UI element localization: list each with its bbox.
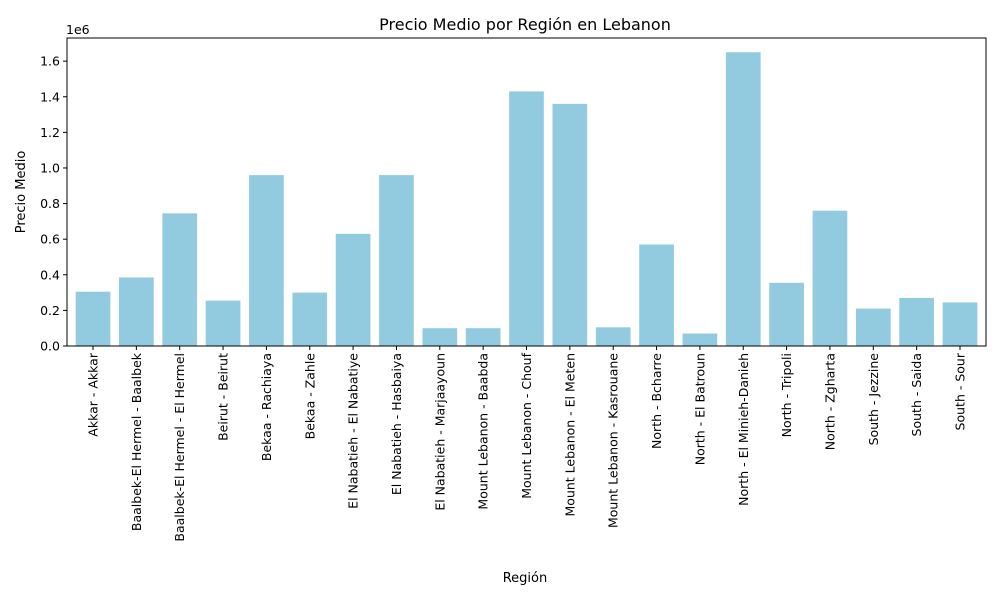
x-tick-label: Beirut - Beirut bbox=[216, 353, 231, 441]
x-tick-label: Mount Lebanon - El Meten bbox=[562, 353, 577, 516]
plot-frame bbox=[66, 37, 987, 347]
bar bbox=[899, 297, 934, 346]
x-tick-label: Mount Lebanon - Baabda bbox=[476, 353, 491, 510]
y-tick-label: 0.0 bbox=[40, 339, 60, 354]
y-tick-label: 1.6 bbox=[40, 54, 60, 69]
x-tick-label: South - Saida bbox=[909, 353, 924, 436]
x-tick-label: Baalbek-El Hermel - Baalbek bbox=[129, 352, 144, 531]
x-tick-label: Mount Lebanon - Kasrouane bbox=[606, 353, 621, 528]
bar bbox=[422, 328, 458, 346]
x-tick-label: El Nabatieh - Marjaayoun bbox=[432, 353, 447, 511]
x-ticks-group: Akkar - Akkar Baalbek-El Hermel - Baalbek… bbox=[86, 346, 967, 542]
bar bbox=[465, 328, 501, 346]
bar bbox=[769, 282, 804, 346]
bar bbox=[249, 175, 284, 346]
y-tick-label: 0.8 bbox=[40, 196, 60, 211]
y-scale-label: 1e6 bbox=[66, 22, 90, 37]
x-tick-label: South - Jezzine bbox=[866, 353, 881, 446]
x-tick-label: Mount Lebanon - Chouf bbox=[519, 352, 534, 498]
bar bbox=[595, 327, 631, 346]
x-tick-label: North - Bcharre bbox=[649, 353, 664, 449]
y-axis-label: Precio Medio bbox=[14, 151, 29, 234]
bar bbox=[335, 233, 371, 346]
bar bbox=[812, 210, 848, 346]
bar bbox=[855, 308, 891, 346]
y-tick-label: 1.2 bbox=[40, 125, 60, 140]
x-tick-label: North - Tripoli bbox=[779, 353, 794, 437]
y-tick-label: 0.6 bbox=[40, 232, 60, 247]
y-tick-label: 1.0 bbox=[40, 160, 60, 175]
x-tick-label: Bekaa - Rachiaya bbox=[259, 353, 274, 461]
bar bbox=[942, 302, 978, 346]
bar bbox=[75, 291, 111, 346]
bars-group bbox=[75, 52, 978, 347]
bar bbox=[725, 52, 761, 347]
x-tick-label: Baalbek-El Hermel - El Hermel bbox=[172, 353, 187, 542]
x-tick-label: South - Sour bbox=[952, 352, 967, 430]
bar bbox=[379, 175, 414, 346]
x-tick-label: Akkar - Akkar bbox=[86, 352, 101, 437]
x-tick-label: El Nabatieh - El Nabatiye bbox=[346, 353, 361, 509]
bar bbox=[509, 91, 544, 346]
x-tick-label: North - El Batroun bbox=[692, 353, 707, 465]
y-tick-label: 0.2 bbox=[40, 303, 60, 318]
y-tick-label: 0.4 bbox=[40, 267, 60, 282]
bar bbox=[119, 277, 154, 346]
bar bbox=[292, 292, 328, 346]
x-tick-label: El Nabatieh - Hasbaiya bbox=[389, 353, 404, 495]
y-tick-label: 1.4 bbox=[40, 89, 60, 104]
x-tick-label: North - Zgharta bbox=[822, 353, 837, 450]
x-tick-label: Bekaa - Zahle bbox=[302, 353, 317, 440]
bar bbox=[552, 103, 588, 347]
bar bbox=[162, 213, 198, 346]
x-tick-label: North - El Minieh-Danieh bbox=[736, 353, 751, 506]
bar bbox=[205, 300, 241, 346]
bar bbox=[639, 244, 674, 346]
y-ticks-group: 0.0 0.2 0.4 0.6 0.8 1.0 1.2 1.4 1.6 bbox=[40, 54, 67, 354]
chart-title: Precio Medio por Región en Lebanon bbox=[379, 15, 671, 34]
bar bbox=[682, 333, 718, 346]
x-axis-label: Región bbox=[503, 571, 548, 586]
